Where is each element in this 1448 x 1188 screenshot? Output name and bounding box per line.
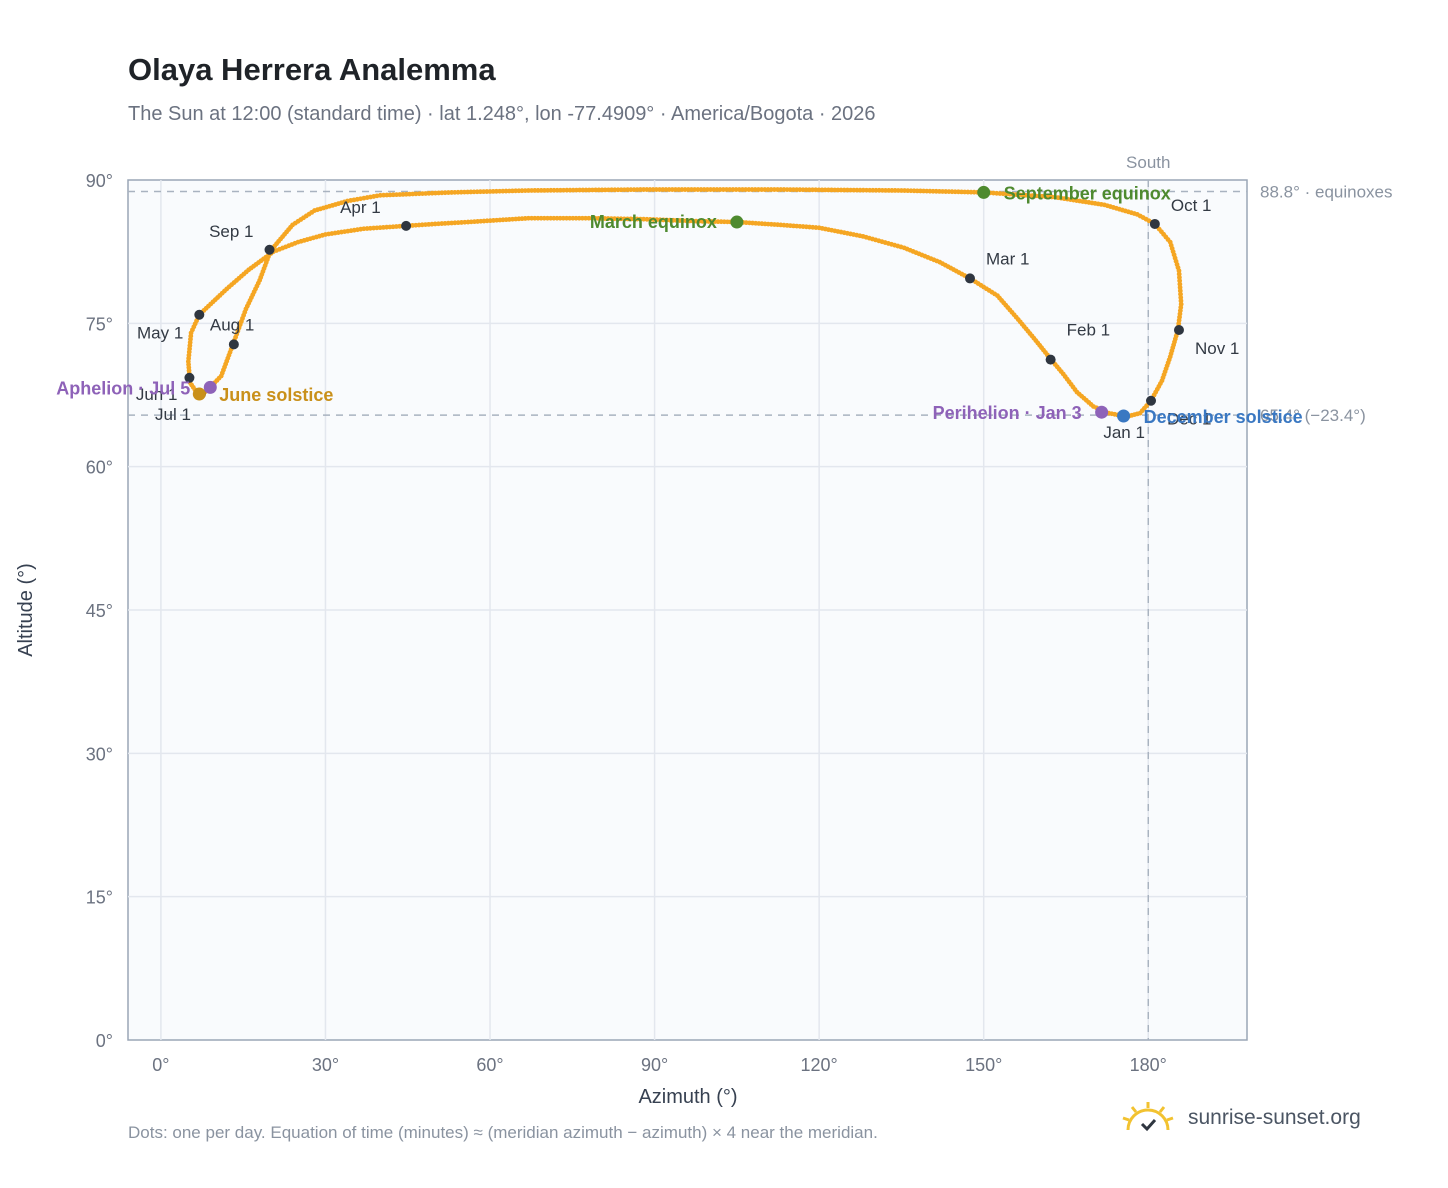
event-label: Perihelion · Jan 3: [933, 403, 1082, 423]
x-tick-label: 0°: [152, 1055, 169, 1075]
month-label: Jul 1: [155, 405, 191, 424]
month-label: Dec 1: [1167, 410, 1211, 429]
event-marker: [730, 215, 744, 229]
month-label: Jan 1: [1103, 423, 1145, 442]
event-label: December solstice: [1144, 407, 1303, 427]
month-marker: [1149, 218, 1160, 229]
month-label: Sep 1: [209, 222, 253, 241]
x-tick-label: 30°: [312, 1055, 339, 1075]
event-marker: [203, 380, 217, 394]
x-axis-title: Azimuth (°): [638, 1086, 737, 1108]
event-marker: [192, 387, 206, 401]
month-label: Jun 1: [136, 385, 178, 404]
event-label: Aphelion · Jul 5: [56, 378, 190, 398]
month-marker: [1146, 395, 1157, 406]
brand[interactable]: sunrise-sunset.org: [1120, 1100, 1361, 1136]
meridian-label: South: [1126, 153, 1170, 172]
grid-lines: [128, 180, 1247, 1040]
event-marker: [1095, 405, 1109, 419]
brand-name: sunrise-sunset.org: [1188, 1106, 1361, 1129]
month-marker: [964, 273, 975, 284]
chart-title: Olaya Herrera Analemma: [128, 52, 496, 87]
month-label: Aug 1: [210, 315, 254, 334]
month-marker: [401, 220, 412, 231]
month-marker: [184, 372, 195, 383]
month-label: Mar 1: [986, 249, 1029, 268]
y-tick-label: 75°: [86, 314, 113, 334]
x-tick-label: 60°: [476, 1055, 503, 1075]
x-tick-label: 150°: [965, 1055, 1002, 1075]
x-tick-label: 180°: [1130, 1055, 1167, 1075]
equinox-altitude-label: 88.8° · equinoxes: [1260, 182, 1393, 201]
event-markers: March equinox September equinox June solst…: [56, 183, 1302, 427]
y-tick-label: 90°: [86, 171, 113, 191]
event-marker: [977, 185, 991, 199]
y-tick-label: 45°: [86, 601, 113, 621]
sun-logo-icon: [1122, 1102, 1174, 1132]
chart-subtitle: The Sun at 12:00 (standard time) · lat 1…: [128, 103, 876, 125]
y-axis-title: Altitude (°): [15, 563, 37, 657]
month-label: Nov 1: [1195, 339, 1239, 358]
month-label: May 1: [137, 324, 183, 343]
month-marker: [1045, 354, 1056, 365]
y-tick-label: 60°: [86, 458, 113, 478]
month-marker: [264, 244, 275, 255]
month-label: Feb 1: [1067, 321, 1110, 340]
event-marker: [1117, 409, 1131, 423]
month-marker: [1173, 325, 1184, 336]
y-tick-label: 0°: [96, 1031, 113, 1051]
event-label: September equinox: [1004, 183, 1171, 203]
month-marker: [194, 309, 205, 320]
y-tick-label: 30°: [86, 744, 113, 764]
footnote: Dots: one per day. Equation of time (min…: [128, 1123, 878, 1142]
x-axis-ticks: 0° 30° 60° 90° 120° 150° 180°: [152, 1055, 1167, 1075]
event-label: March equinox: [590, 212, 717, 232]
y-tick-label: 15°: [86, 888, 113, 908]
month-label: Apr 1: [340, 198, 381, 217]
x-tick-label: 90°: [641, 1055, 668, 1075]
month-label: Oct 1: [1171, 196, 1212, 215]
event-label: June solstice: [219, 385, 333, 405]
solstice-altitude-label: 65.4° (−23.4°): [1260, 406, 1366, 425]
y-axis-ticks: 0° 15° 30° 45° 60° 75° 90°: [86, 171, 113, 1051]
month-marker: [228, 339, 239, 350]
x-tick-label: 120°: [801, 1055, 838, 1075]
